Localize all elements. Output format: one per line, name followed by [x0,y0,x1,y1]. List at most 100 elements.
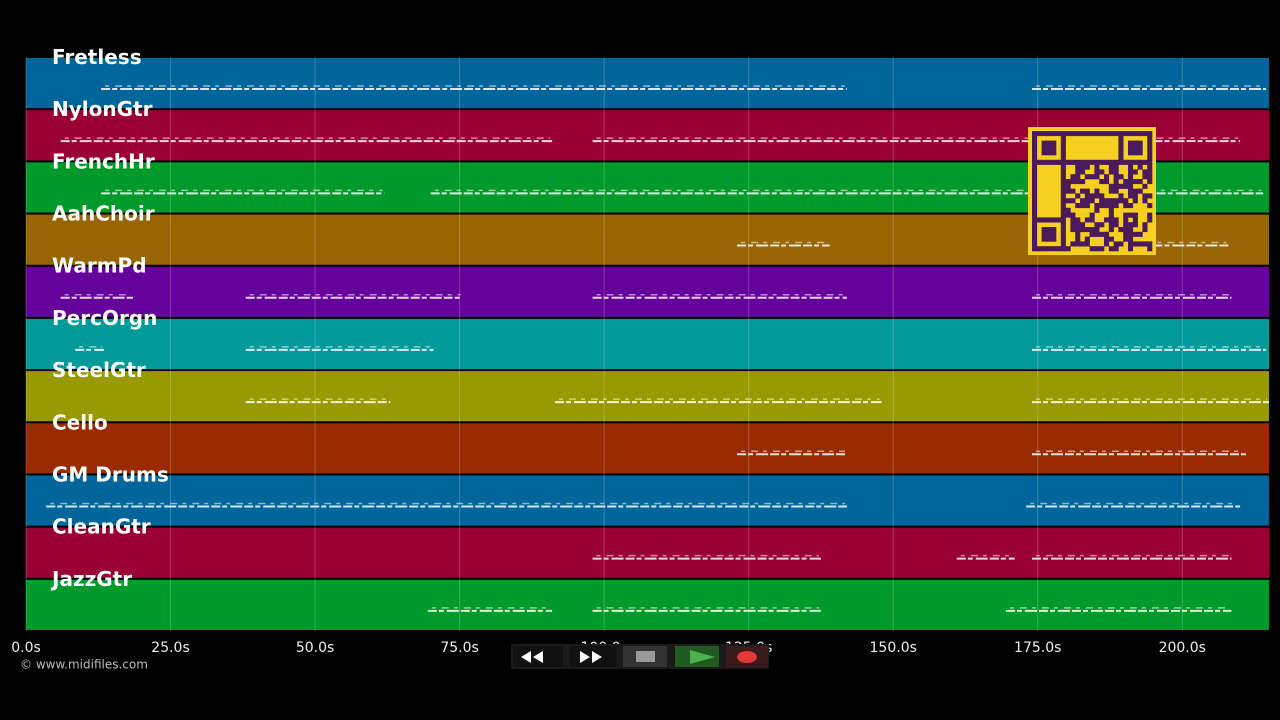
qr-cell [1032,145,1038,151]
qr-cell [1070,174,1076,180]
qr-cell [1128,188,1134,194]
note-span [60,137,553,143]
qr-cell [1046,217,1052,223]
qr-cell [1128,179,1134,185]
qr-cell [1113,198,1119,204]
qr-cell [1084,203,1090,209]
qr-cell [1132,198,1138,204]
qr-cell [1123,198,1129,204]
qr-cell [1113,164,1119,170]
qr-cell [1060,145,1066,151]
qr-cell [1123,183,1129,189]
qr-cell [1128,227,1134,233]
qr-cell [1123,236,1129,242]
track-lane [26,475,1269,526]
qr-cell [1147,159,1153,165]
rewind-button[interactable] [513,646,563,667]
qr-cell [1099,169,1105,175]
qr-cell [1046,150,1052,156]
qr-cell [1032,227,1038,233]
qr-cell [1065,188,1071,194]
qr-cell [1128,246,1134,252]
qr-cell [1123,159,1129,165]
qr-cell [1094,231,1100,237]
note-span [1031,293,1232,299]
tick-label: 200.0s [1159,640,1206,656]
qr-cell [1142,227,1148,233]
qr-cell [1060,212,1066,218]
qr-cell [1084,193,1090,199]
stop-icon [636,651,655,662]
qr-cell [1032,169,1038,175]
qr-cell [1032,231,1038,237]
qr-cell [1132,145,1138,151]
qr-cell [1032,155,1038,161]
qr-cell [1032,188,1038,194]
play-button[interactable] [675,646,719,667]
qr-cell [1041,217,1047,223]
qr-cell [1132,131,1138,137]
qr-cell [1132,193,1138,199]
qr-cell [1094,169,1100,175]
qr-cell [1147,174,1153,180]
qr-cell [1080,159,1086,165]
qr-cell [1080,188,1086,194]
qr-cell [1032,131,1038,137]
note-span [60,293,133,299]
qr-cell [1113,183,1119,189]
qr-cell [1032,217,1038,223]
qr-cell [1051,131,1057,137]
qr-cell [1080,222,1086,228]
qr-cell [1099,246,1105,252]
stop-button[interactable] [623,646,667,667]
qr-cell [1089,193,1095,199]
qr-cell [1060,183,1066,189]
qr-cell [1089,131,1095,137]
qr-cell [1051,217,1057,223]
qr-cell [1113,131,1119,137]
qr-cell [1137,231,1143,237]
qr-cell [1041,150,1047,156]
qr-cell [1104,131,1110,137]
qr-cell [1032,140,1038,146]
qr-cell [1084,131,1090,137]
qr-cell [1046,227,1052,233]
qr-cell [1147,164,1153,170]
qr-cell [1147,212,1153,218]
note-span [1031,450,1246,456]
qr-cell [1075,217,1081,223]
qr-cell [1128,164,1134,170]
qr-cell [1142,193,1148,199]
qr-cell [1041,231,1047,237]
qr-cell [1142,131,1148,137]
tick-label: 0.0s [11,640,41,656]
qr-cell [1075,203,1081,209]
qr-cell [1089,212,1095,218]
qr-cell [1108,236,1114,242]
track-lane [26,266,1269,317]
qr-cell [1104,236,1110,242]
qr-cell [1046,246,1052,252]
qr-cell [1142,169,1148,175]
qr-cell [1132,140,1138,146]
track-lane [26,58,1269,109]
qr-cell [1108,159,1114,165]
qr-cell [1147,150,1153,156]
qr-cell [1070,131,1076,137]
labels: Fretless NylonGtr FrenchHr AahChoir WarmPd Pe… [50,45,169,591]
qr-cell [1056,159,1062,165]
record-button[interactable] [726,646,768,667]
qr-cell [1132,179,1138,185]
qr-cell [1094,207,1100,213]
qr-cell [1128,222,1134,228]
qr-cell [1041,227,1047,233]
qr-cell [1113,203,1119,209]
qr-cell [1128,140,1134,146]
qr-cell [1132,231,1138,237]
qr-cell [1118,155,1124,161]
qr-cell [1032,164,1038,170]
forward-button[interactable] [570,646,616,667]
qr-cell [1128,159,1134,165]
qr-cell [1051,246,1057,252]
